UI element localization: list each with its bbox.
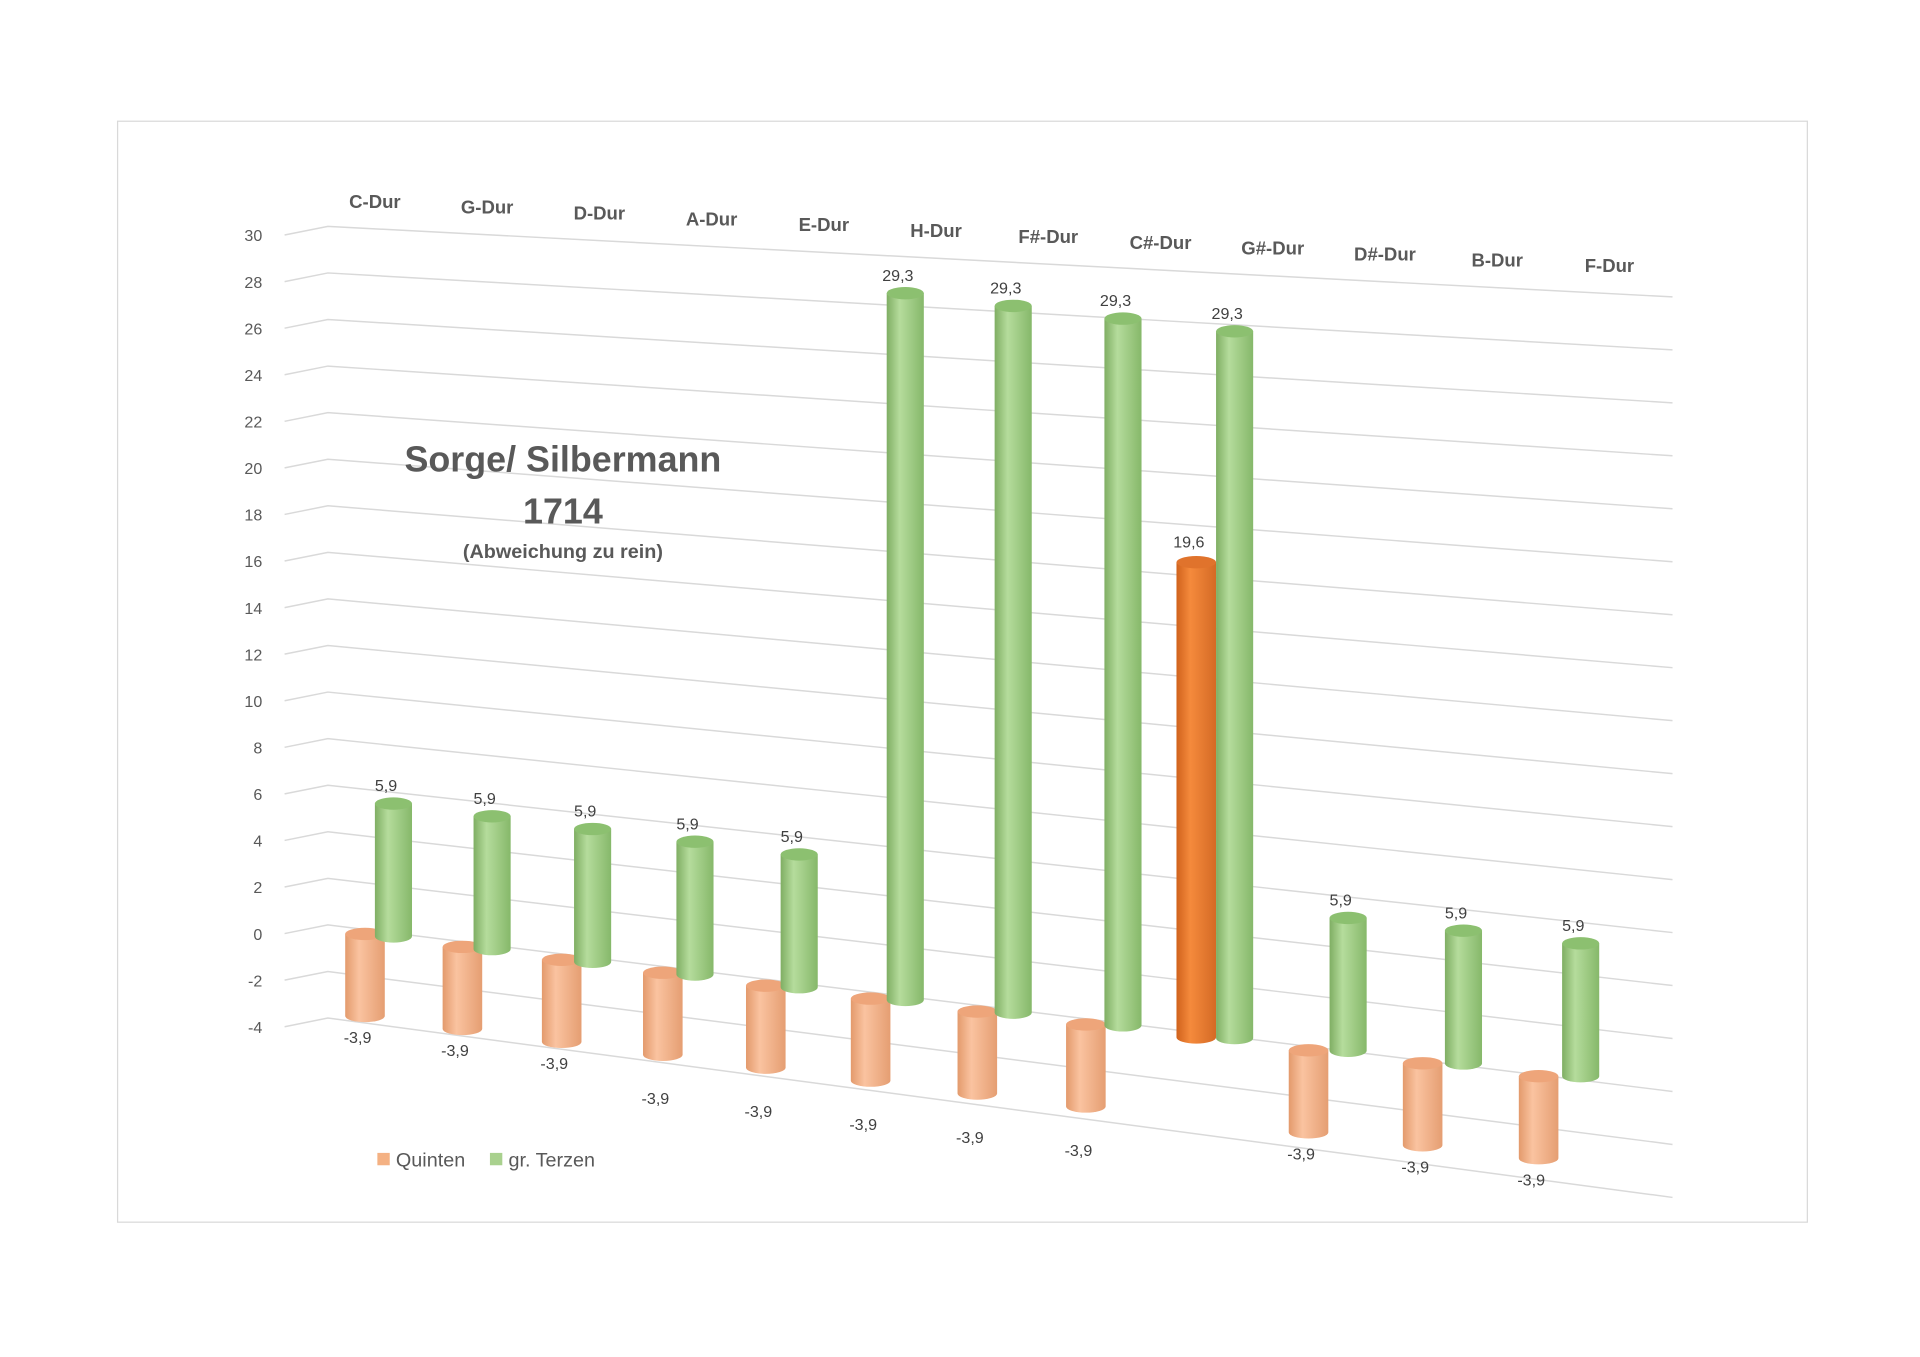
bar-terzen [886,287,924,1007]
data-label-quinten: -3,9 [1065,1142,1093,1160]
data-label-terzen: 5,9 [375,777,397,795]
y-tick-label: 24 [244,367,262,385]
bar-terzen [1562,937,1600,1083]
category-label: F-Dur [1585,255,1634,276]
data-label-terzen: 5,9 [781,828,803,846]
data-label-terzen: 29,3 [882,267,913,285]
data-label-quinten: -3,9 [441,1042,469,1060]
chart-title-year: 1714 [523,491,603,531]
bar-quinten [442,940,483,1036]
data-label-terzen: 5,9 [1330,892,1352,910]
category-label: F#-Dur [1018,226,1078,247]
data-label-terzen: 5,9 [1562,917,1584,935]
y-tick-label: 28 [244,274,262,292]
bar-terzen [374,797,413,943]
gridline [284,272,1673,351]
data-label-terzen: 29,3 [1100,292,1131,310]
bar-terzen [994,299,1032,1019]
y-tick-label: 0 [253,926,262,944]
data-label-quinten: -3,9 [642,1090,670,1108]
legend: Quinten gr. Terzen [377,1150,595,1172]
category-label: A-Dur [686,208,738,229]
y-tick-label: 26 [244,320,262,338]
bar-quinten [745,979,786,1074]
bar-quinten [1288,1044,1329,1139]
bar-terzen [676,835,714,981]
bar-quinten [643,966,683,1061]
legend-label-terzen: gr. Terzen [508,1150,595,1172]
data-label-quinten: -3,9 [1517,1171,1545,1189]
legend-swatch-terzen [489,1152,503,1166]
category-label: D-Dur [574,203,626,224]
category-label: H-Dur [910,220,962,241]
y-tick-label: 16 [244,553,262,571]
bar-quinten [345,927,385,1023]
data-label-terzen: 5,9 [473,790,495,808]
bar-terzen [574,822,612,969]
data-label-quinten: -3,9 [540,1055,568,1073]
data-label-terzen: 29,3 [990,280,1021,298]
gridline [284,225,1673,298]
category-label: G-Dur [461,197,514,218]
gridline [284,1017,1673,1199]
bar-terzen [473,810,511,956]
gridline [284,970,1673,1146]
category-label: D#-Dur [1354,243,1416,264]
data-label-quinten: -3,9 [956,1129,984,1147]
bar-terzen [1104,312,1142,1032]
chart-title: Sorge/ Silbermann [404,439,721,479]
bar-quinten [541,953,582,1049]
data-label-quinten: -3,9 [344,1029,372,1047]
bar-quinten [1518,1070,1559,1165]
y-tick-label: 6 [253,786,262,804]
bar-quinten [1066,1018,1106,1113]
chart-subtitle: (Abweichung zu rein) [463,541,663,563]
category-label: B-Dur [1471,249,1523,270]
data-label-quinten: -3,9 [1287,1146,1315,1164]
data-label-quinten: -3,9 [1401,1158,1429,1176]
y-tick-label: -2 [248,972,262,990]
data-label-terzen: 5,9 [676,815,698,833]
data-label-terzen: 5,9 [574,803,596,821]
legend-label-quinten: Quinten [396,1150,465,1172]
data-label-terzen: 29,3 [1212,305,1243,323]
data-label-terzen: 5,9 [1445,904,1467,922]
legend-swatch-quinten [377,1152,390,1166]
bar-quinten [1176,556,1217,1044]
data-label-quinten: 19,6 [1173,533,1204,551]
bar-terzen [780,848,818,994]
bar-quinten [1402,1057,1443,1152]
data-label-quinten: -3,9 [745,1103,773,1121]
y-tick-label: 22 [244,413,262,431]
bar-quinten [850,992,891,1087]
y-tick-label: 4 [253,833,262,851]
y-tick-label: 2 [253,879,262,897]
y-tick-label: 12 [244,646,262,664]
bar-terzen [1329,911,1367,1057]
category-label: E-Dur [799,214,849,235]
bar-terzen [1444,924,1483,1070]
y-tick-label: 18 [244,507,262,525]
y-tick-label: 14 [244,600,262,618]
y-tick-label: 10 [244,693,262,711]
y-tick-label: 8 [253,739,262,757]
bar-quinten [957,1005,998,1100]
data-label-quinten: -3,9 [849,1116,877,1134]
bar-terzen [1216,325,1254,1045]
category-label: C#-Dur [1130,232,1192,253]
category-label: C-Dur [349,191,401,212]
y-tick-label: 30 [244,227,262,245]
y-tick-label: -4 [248,1019,262,1037]
category-label: G#-Dur [1241,238,1304,259]
y-tick-label: 20 [244,460,262,478]
